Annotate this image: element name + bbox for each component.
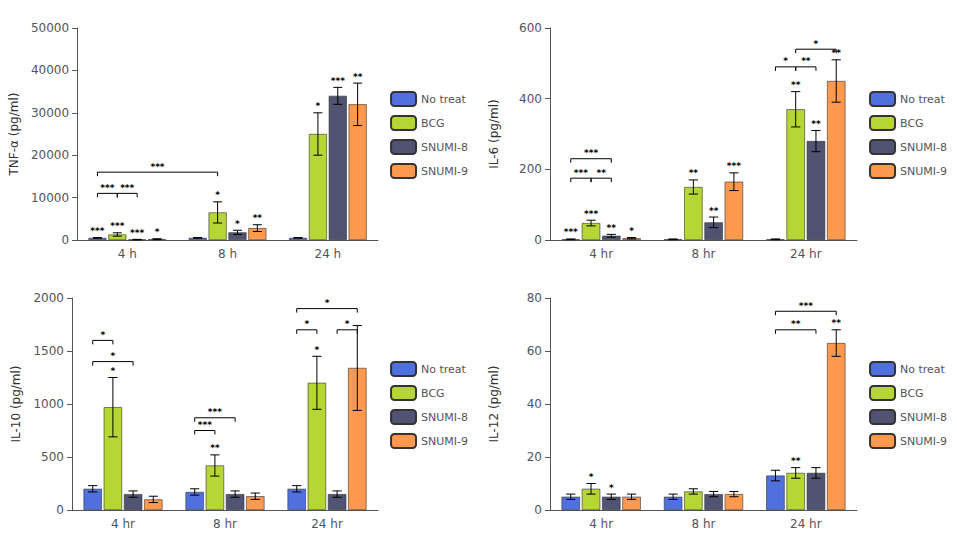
svg-text:***: *** — [331, 76, 345, 86]
svg-text:*: * — [814, 39, 819, 49]
svg-text:30000: 30000 — [31, 106, 69, 120]
svg-text:*: * — [629, 226, 634, 236]
svg-text:*: * — [316, 101, 321, 111]
svg-text:20000: 20000 — [31, 148, 69, 162]
svg-text:0: 0 — [56, 503, 64, 517]
svg-text:**: ** — [353, 72, 363, 82]
svg-text:0: 0 — [534, 233, 542, 247]
svg-text:**: ** — [253, 213, 263, 223]
svg-text:*: * — [235, 219, 240, 229]
svg-text:**: ** — [791, 80, 801, 90]
svg-text:*: * — [315, 345, 320, 355]
svg-text:No treat: No treat — [421, 93, 467, 106]
svg-text:IL-6 (pg/ml): IL-6 (pg/ml) — [487, 99, 501, 168]
svg-text:***: *** — [799, 301, 813, 311]
svg-text:4 hr: 4 hr — [111, 517, 135, 531]
svg-text:1000: 1000 — [33, 397, 64, 411]
svg-text:***: *** — [208, 407, 222, 417]
svg-text:50000: 50000 — [31, 21, 69, 35]
svg-text:**: ** — [689, 168, 699, 178]
svg-text:TNF-α (pg/ml): TNF-α (pg/ml) — [7, 93, 21, 177]
svg-text:SNUMI-8: SNUMI-8 — [421, 411, 468, 424]
svg-text:500: 500 — [41, 450, 64, 464]
svg-text:*: * — [589, 472, 594, 482]
svg-text:IL-12 (pg/ml): IL-12 (pg/ml) — [487, 365, 501, 442]
svg-text:*: * — [215, 190, 220, 200]
svg-text:4 h: 4 h — [118, 247, 137, 261]
svg-text:*: * — [783, 56, 788, 66]
svg-text:SNUMI-8: SNUMI-8 — [900, 141, 947, 154]
svg-text:***: *** — [110, 221, 124, 231]
svg-text:1500: 1500 — [33, 344, 64, 358]
svg-text:*: * — [111, 366, 116, 376]
svg-text:8 hr: 8 hr — [692, 517, 716, 531]
svg-text:No treat: No treat — [900, 363, 946, 376]
svg-text:***: *** — [584, 148, 598, 158]
svg-text:600: 600 — [519, 21, 542, 35]
svg-text:SNUMI-8: SNUMI-8 — [900, 411, 947, 424]
svg-text:8 hr: 8 hr — [692, 247, 716, 261]
svg-text:24 hr: 24 hr — [311, 517, 343, 531]
svg-text:***: *** — [727, 161, 741, 171]
svg-text:*: * — [100, 330, 105, 340]
svg-text:No treat: No treat — [900, 93, 946, 106]
svg-text:400: 400 — [519, 92, 542, 106]
svg-text:***: *** — [120, 183, 134, 193]
svg-text:24 h: 24 h — [314, 247, 341, 261]
svg-text:20: 20 — [527, 450, 542, 464]
svg-text:**: ** — [791, 456, 801, 466]
svg-text:8 hr: 8 hr — [213, 517, 237, 531]
svg-text:***: *** — [100, 183, 114, 193]
svg-text:***: *** — [564, 227, 578, 237]
svg-text:*: * — [304, 319, 309, 329]
svg-text:8 h: 8 h — [218, 247, 237, 261]
svg-text:SNUMI-9: SNUMI-9 — [900, 435, 947, 448]
svg-text:**: ** — [801, 56, 811, 66]
svg-text:24 hr: 24 hr — [790, 517, 822, 531]
svg-text:40000: 40000 — [31, 63, 69, 77]
svg-text:***: *** — [574, 168, 588, 178]
svg-text:10000: 10000 — [31, 191, 69, 205]
svg-text:24 hr: 24 hr — [790, 247, 822, 261]
svg-text:BCG: BCG — [421, 387, 445, 400]
svg-text:0: 0 — [61, 233, 69, 247]
svg-text:***: *** — [584, 209, 598, 219]
svg-text:4 hr: 4 hr — [589, 247, 613, 261]
svg-text:60: 60 — [527, 344, 542, 358]
svg-text:4 hr: 4 hr — [589, 517, 613, 531]
svg-text:0: 0 — [534, 503, 542, 517]
svg-text:40: 40 — [527, 397, 542, 411]
svg-text:BCG: BCG — [900, 387, 924, 400]
svg-text:**: ** — [607, 223, 617, 233]
svg-text:BCG: BCG — [421, 117, 445, 130]
svg-text:**: ** — [596, 168, 606, 178]
svg-text:2000: 2000 — [33, 291, 64, 305]
svg-text:**: ** — [210, 443, 220, 453]
svg-text:**: ** — [832, 318, 842, 328]
svg-text:***: *** — [90, 226, 104, 236]
svg-text:BCG: BCG — [900, 117, 924, 130]
svg-text:SNUMI-9: SNUMI-9 — [421, 165, 468, 178]
svg-text:No treat: No treat — [421, 363, 467, 376]
svg-text:*: * — [345, 319, 350, 329]
svg-text:**: ** — [811, 119, 821, 129]
svg-text:*: * — [609, 483, 614, 493]
svg-text:**: ** — [709, 206, 719, 216]
svg-text:SNUMI-9: SNUMI-9 — [900, 165, 947, 178]
svg-text:SNUMI-9: SNUMI-9 — [421, 435, 468, 448]
svg-text:IL-10 (pg/ml): IL-10 (pg/ml) — [9, 365, 23, 442]
svg-text:SNUMI-8: SNUMI-8 — [421, 141, 468, 154]
svg-text:**: ** — [791, 319, 801, 329]
svg-text:*: * — [155, 227, 160, 237]
svg-text:*: * — [111, 351, 116, 361]
svg-text:80: 80 — [527, 291, 542, 305]
svg-text:***: *** — [198, 420, 212, 430]
svg-text:200: 200 — [519, 162, 542, 176]
svg-text:*: * — [325, 298, 330, 308]
svg-text:***: *** — [150, 162, 164, 172]
svg-text:***: *** — [130, 228, 144, 238]
